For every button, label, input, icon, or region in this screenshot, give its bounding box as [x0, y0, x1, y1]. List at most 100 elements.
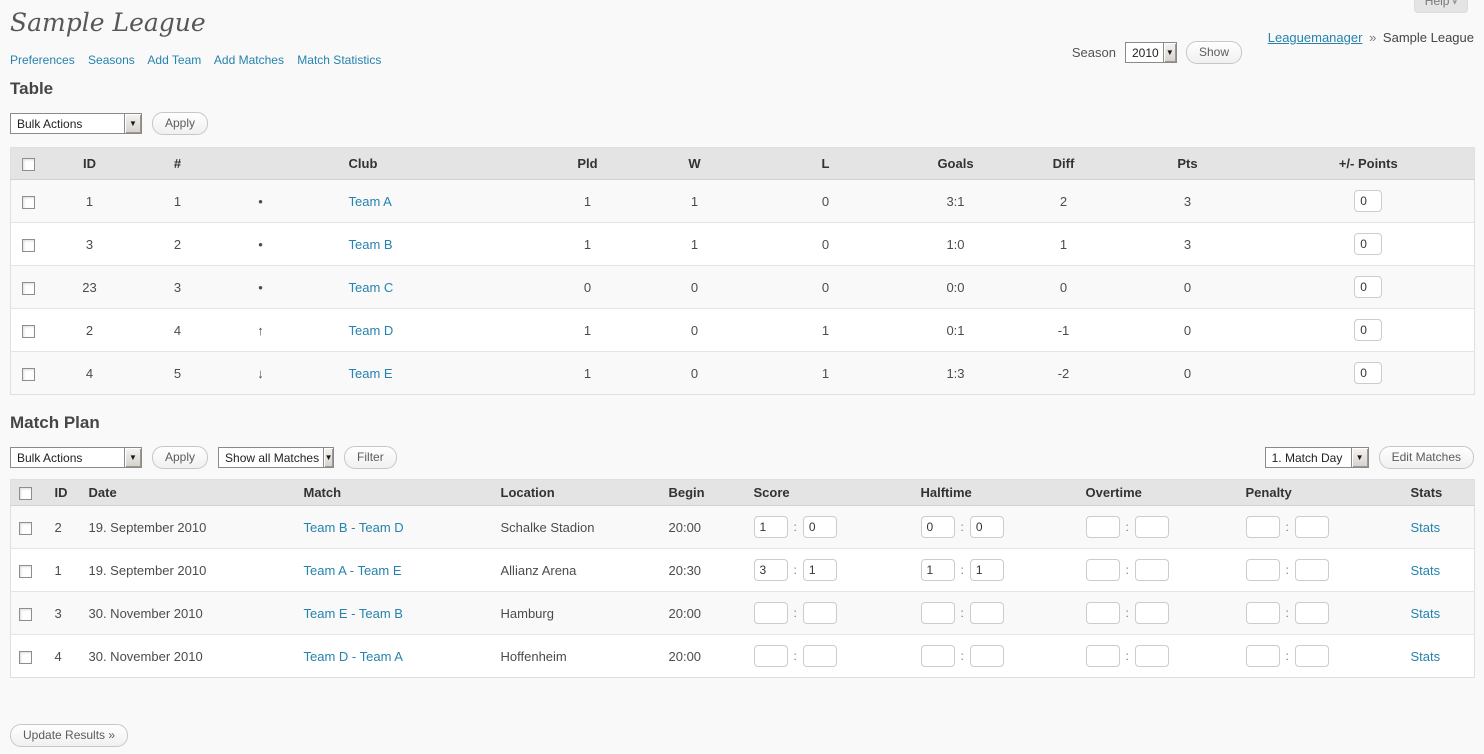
row-checkbox[interactable] [22, 324, 36, 338]
bulk-actions-select[interactable]: Bulk Actions ▼ [10, 113, 142, 134]
penalty-away-input[interactable] [1294, 516, 1329, 538]
points-adjust-input[interactable] [1354, 319, 1383, 341]
match-location: Allianz Arena [492, 548, 661, 592]
halftime-home-input[interactable] [920, 559, 955, 581]
penalty-home-input[interactable] [1245, 602, 1280, 624]
score-home-input[interactable] [753, 559, 788, 581]
penalty-away-input[interactable] [1294, 602, 1329, 624]
overtime-cell: : [1077, 634, 1238, 678]
team-club-cell: Team B [298, 222, 541, 266]
score-home-input[interactable] [753, 602, 788, 624]
halftime-away-input[interactable] [969, 559, 1004, 581]
team-link[interactable]: Team A [348, 193, 392, 209]
match-link[interactable]: Team E - Team B [303, 605, 403, 621]
score-home-input[interactable] [753, 645, 788, 667]
stats-link[interactable]: Stats [1410, 605, 1441, 621]
select-all-checkbox[interactable] [19, 487, 32, 501]
help-tab[interactable]: Help ▾ [1413, 0, 1468, 13]
halftime-home-input[interactable] [920, 602, 955, 624]
score-away-input[interactable] [802, 559, 837, 581]
show-button[interactable]: Show [1185, 41, 1242, 64]
team-diff: 2 [1059, 193, 1068, 209]
row-checkbox[interactable] [22, 195, 36, 209]
penalty-away-input[interactable] [1294, 559, 1329, 581]
row-checkbox[interactable] [19, 564, 32, 578]
nav-link-add-matches[interactable]: Add Matches [213, 53, 284, 67]
points-adjust-cell [1262, 351, 1475, 395]
stats-link[interactable]: Stats [1410, 519, 1441, 535]
team-wins: 1 [634, 222, 755, 266]
team-link[interactable]: Team E [348, 365, 393, 381]
overtime-away-input[interactable] [1134, 559, 1169, 581]
points-adjust-input[interactable] [1354, 362, 1383, 384]
column-header-begin: Begin [660, 479, 746, 506]
team-losses: 1 [754, 351, 897, 395]
select-all-checkbox[interactable] [22, 158, 36, 172]
row-checkbox[interactable] [19, 521, 32, 535]
score-separator: : [1125, 563, 1129, 577]
match-filter-select[interactable]: Show all Matches ▼ [218, 447, 335, 468]
match-link[interactable]: Team D - Team A [303, 648, 403, 664]
overtime-away-input[interactable] [1134, 645, 1169, 667]
overtime-home-input[interactable] [1085, 645, 1120, 667]
dropdown-arrow-icon: ▼ [124, 448, 141, 467]
halftime-away-input[interactable] [969, 516, 1004, 538]
score-home-input[interactable] [753, 516, 788, 538]
halftime-away-input[interactable] [969, 645, 1004, 667]
update-results-button[interactable]: Update Results » [10, 724, 129, 747]
match-link[interactable]: Team B - Team D [303, 519, 404, 535]
score-separator: : [960, 520, 964, 534]
penalty-home-input[interactable] [1245, 516, 1280, 538]
breadcrumb-link-leaguemanager[interactable]: Leaguemanager [1267, 30, 1363, 45]
stats-link[interactable]: Stats [1410, 648, 1441, 664]
team-link[interactable]: Team C [348, 279, 394, 295]
halftime-away-input[interactable] [969, 602, 1004, 624]
filter-button[interactable]: Filter [344, 446, 397, 469]
row-checkbox[interactable] [22, 238, 36, 252]
standings-table-row: 23 3 • Team C 0 0 0 0:0 0 0 [10, 265, 1475, 309]
overtime-home-input[interactable] [1085, 516, 1120, 538]
points-adjust-input[interactable] [1354, 276, 1383, 298]
points-adjust-input[interactable] [1354, 233, 1383, 255]
season-select[interactable]: 2010 ▼ [1124, 42, 1177, 63]
bulk-actions-select[interactable]: Bulk Actions ▼ [10, 447, 142, 468]
match-filter-value: Show all Matches [225, 450, 320, 465]
match-day-select[interactable]: 1. Match Day ▼ [1264, 447, 1369, 468]
match-link[interactable]: Team A - Team E [303, 562, 402, 578]
row-checkbox[interactable] [22, 367, 36, 381]
overtime-home-input[interactable] [1085, 559, 1120, 581]
overtime-away-input[interactable] [1134, 516, 1169, 538]
column-header-date: Date [80, 479, 296, 506]
team-link[interactable]: Team B [348, 236, 393, 252]
trend-icon: • [258, 193, 263, 209]
team-wins: 0 [634, 351, 755, 395]
overtime-home-input[interactable] [1085, 602, 1120, 624]
row-checkbox[interactable] [22, 281, 36, 295]
penalty-home-input[interactable] [1245, 559, 1280, 581]
points-adjust-input[interactable] [1354, 190, 1383, 212]
penalty-away-input[interactable] [1294, 645, 1329, 667]
apply-button[interactable]: Apply [152, 112, 209, 135]
penalty-home-input[interactable] [1245, 645, 1280, 667]
edit-matches-button[interactable]: Edit Matches [1378, 446, 1474, 469]
nav-link-seasons[interactable]: Seasons [88, 53, 135, 67]
column-header-score: Score [745, 479, 913, 506]
halftime-home-input[interactable] [920, 645, 955, 667]
team-rank: 3 [132, 265, 223, 309]
score-away-input[interactable] [802, 516, 837, 538]
row-checkbox-cell [10, 351, 47, 395]
halftime-home-input[interactable] [920, 516, 955, 538]
score-away-input[interactable] [802, 602, 837, 624]
overtime-away-input[interactable] [1134, 602, 1169, 624]
nav-link-preferences[interactable]: Preferences [10, 53, 75, 67]
stats-link[interactable]: Stats [1410, 562, 1441, 578]
team-link[interactable]: Team D [348, 322, 394, 338]
row-checkbox[interactable] [19, 607, 32, 621]
row-checkbox[interactable] [19, 650, 32, 664]
nav-link-match-statistics[interactable]: Match Statistics [297, 53, 382, 67]
score-away-input[interactable] [802, 645, 837, 667]
nav-link-add-team[interactable]: Add Team [147, 53, 202, 67]
column-header-stats: Stats [1402, 479, 1475, 506]
apply-button[interactable]: Apply [152, 446, 209, 469]
score-separator: : [960, 606, 964, 620]
